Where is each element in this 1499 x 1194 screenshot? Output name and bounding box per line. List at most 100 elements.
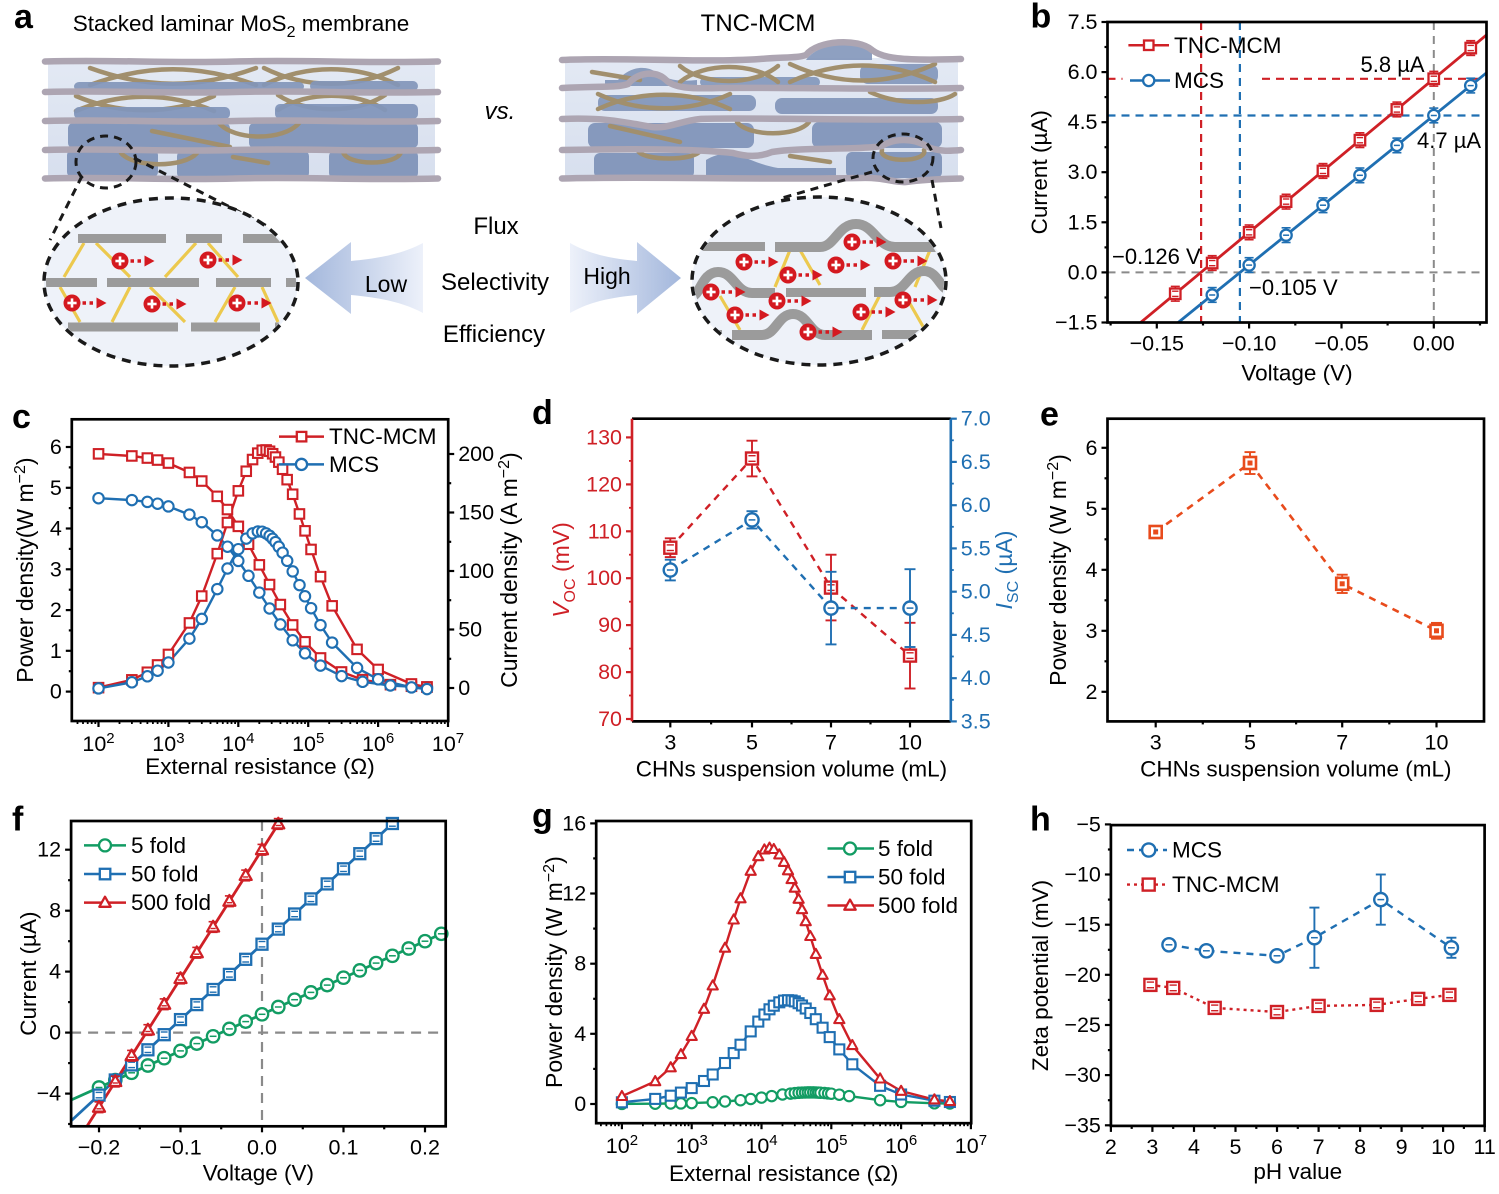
svg-text:10: 10 [1431,1135,1455,1159]
svg-text:Efficiency: Efficiency [443,321,545,348]
svg-text:1: 1 [50,639,62,663]
svg-text:80: 80 [598,660,622,684]
svg-text:12: 12 [37,838,61,862]
svg-text:0: 0 [458,676,470,700]
svg-text:4: 4 [1086,558,1098,582]
svg-text:5 fold: 5 fold [131,833,186,858]
svg-text:10: 10 [898,730,922,754]
svg-text:TNC-MCM: TNC-MCM [701,10,816,37]
svg-text:4: 4 [574,1022,586,1046]
svg-text:External resistance (Ω): External resistance (Ω) [669,1161,898,1186]
svg-text:5: 5 [50,476,62,500]
svg-text:7.5: 7.5 [1068,10,1098,34]
svg-text:3: 3 [1146,1135,1158,1159]
svg-text:10: 10 [1425,730,1449,754]
svg-text:TNC-MCM: TNC-MCM [1174,33,1281,58]
svg-text:−35: −35 [1064,1113,1101,1137]
svg-text:150: 150 [458,501,494,525]
svg-text:104: 104 [745,1132,777,1158]
svg-text:7: 7 [1313,1135,1325,1159]
svg-text:110: 110 [588,519,622,543]
svg-text:−0.126 V: −0.126 V [1112,244,1201,269]
svg-text:−0.05: −0.05 [1314,332,1368,356]
svg-text:−20: −20 [1064,963,1101,987]
svg-text:−30: −30 [1064,1063,1101,1087]
svg-text:5: 5 [1086,497,1098,521]
svg-text:130: 130 [586,425,622,449]
svg-text:−15: −15 [1064,913,1101,937]
svg-text:2: 2 [50,598,62,622]
svg-text:103: 103 [152,730,184,756]
svg-text:CHNs suspension volume (mL): CHNs suspension volume (mL) [636,756,947,781]
svg-text:5 fold: 5 fold [878,836,933,861]
svg-text:11: 11 [1474,1135,1496,1159]
svg-text:8: 8 [574,952,586,976]
svg-text:4: 4 [49,960,61,984]
svg-text:−0.10: −0.10 [1222,332,1276,356]
svg-text:MCS: MCS [1174,68,1224,93]
svg-text:3.5: 3.5 [961,709,991,733]
svg-text:pH value: pH value [1253,1159,1342,1184]
svg-text:3.0: 3.0 [1068,160,1098,184]
svg-text:4: 4 [50,517,62,541]
svg-text:Current (µA): Current (µA) [1027,110,1052,234]
svg-text:107: 107 [955,1132,987,1158]
svg-text:MCS: MCS [1172,838,1222,863]
svg-text:70: 70 [598,707,622,731]
svg-text:105: 105 [292,730,324,756]
svg-text:100: 100 [586,566,622,590]
svg-text:−25: −25 [1064,1013,1101,1037]
svg-text:120: 120 [586,472,622,496]
svg-text:90: 90 [598,613,622,637]
svg-text:0: 0 [50,680,62,704]
svg-text:4.5: 4.5 [961,623,991,647]
svg-text:TNC-MCM: TNC-MCM [1172,872,1279,897]
svg-text:50 fold: 50 fold [131,862,199,887]
svg-text:−5: −5 [1076,812,1101,836]
svg-text:3: 3 [1150,730,1162,754]
svg-text:7: 7 [825,730,837,754]
svg-text:4.5: 4.5 [1068,110,1098,134]
svg-text:High: High [583,263,630,289]
svg-text:102: 102 [82,730,114,756]
svg-text:Power density(W m−2): Power density(W m−2) [12,457,38,682]
svg-text:−0.15: −0.15 [1130,332,1184,356]
svg-text:500 fold: 500 fold [878,893,958,918]
svg-text:e: e [1040,396,1059,434]
svg-text:ISC (µA): ISC (µA) [991,531,1022,610]
svg-text:h: h [1030,801,1051,839]
svg-text:6.0: 6.0 [961,493,991,517]
svg-text:5: 5 [746,730,758,754]
svg-text:External resistance (Ω): External resistance (Ω) [145,754,374,779]
svg-text:−10: −10 [1064,863,1101,887]
svg-text:0.0: 0.0 [247,1135,277,1159]
svg-text:9: 9 [1396,1135,1408,1159]
svg-text:6: 6 [50,435,62,459]
svg-text:6: 6 [1086,436,1098,460]
svg-text:Voltage (V): Voltage (V) [1241,361,1352,386]
svg-text:3: 3 [1086,619,1098,643]
svg-text:2: 2 [1105,1135,1117,1159]
svg-text:MCS: MCS [329,452,379,477]
svg-text:0: 0 [574,1092,586,1116]
svg-text:Stacked laminar MoS2 membrane: Stacked laminar MoS2 membrane [73,11,410,41]
svg-text:8: 8 [1354,1135,1366,1159]
svg-text:b: b [1031,0,1052,36]
svg-text:50 fold: 50 fold [878,865,946,890]
svg-text:−4: −4 [37,1082,62,1106]
svg-text:200: 200 [458,442,494,466]
svg-text:106: 106 [362,730,394,756]
svg-text:0.1: 0.1 [329,1135,359,1159]
svg-text:4.0: 4.0 [961,666,991,690]
svg-text:Voltage (V): Voltage (V) [203,1160,314,1185]
svg-text:4.7 µA: 4.7 µA [1417,128,1481,153]
svg-text:106: 106 [885,1132,917,1158]
svg-text:vs.: vs. [485,98,516,125]
svg-text:0.2: 0.2 [410,1135,440,1159]
svg-text:100: 100 [458,559,494,583]
svg-text:5.5: 5.5 [961,536,991,560]
svg-text:−0.2: −0.2 [78,1135,120,1159]
svg-text:105: 105 [815,1132,847,1158]
svg-text:16: 16 [562,811,586,835]
svg-text:5: 5 [1230,1135,1242,1159]
